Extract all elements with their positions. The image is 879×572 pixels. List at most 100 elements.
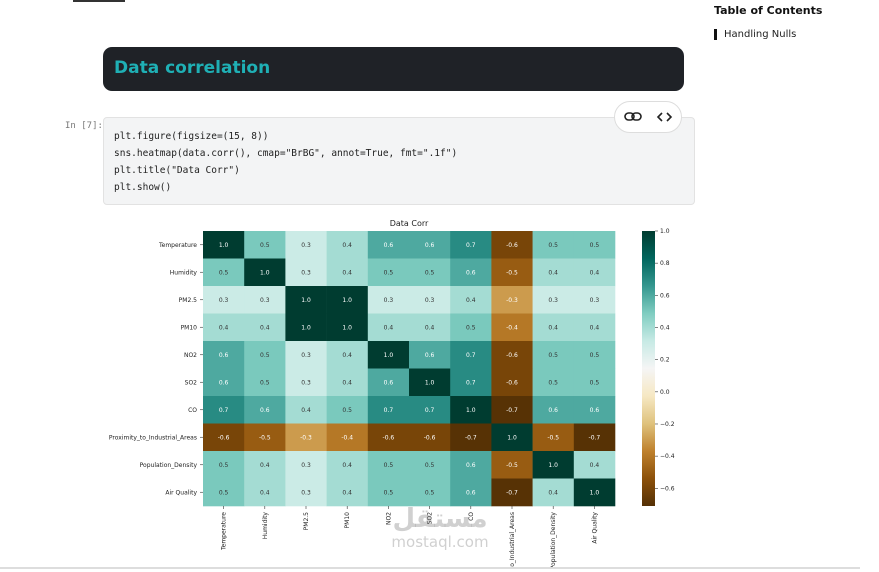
heatmap-cell — [532, 258, 575, 287]
cell-label: -0.5 — [547, 434, 559, 441]
cell-label: 0.7 — [384, 407, 394, 414]
cell-label: 0.6 — [260, 407, 270, 414]
heatmap-cell — [285, 451, 327, 479]
cell-label: 0.5 — [260, 379, 270, 386]
heatmap-cell — [450, 478, 492, 507]
cell-label: 0.4 — [342, 352, 352, 359]
heatmap-cell — [367, 368, 410, 397]
heatmap-cell — [367, 286, 410, 314]
cell-label: 0.4 — [590, 269, 600, 276]
code-button[interactable] — [656, 112, 673, 122]
cell-label: 0.5 — [590, 352, 600, 359]
heatmap-cell — [450, 423, 492, 452]
heatmap-cell — [573, 341, 616, 369]
heatmap-cell — [532, 423, 575, 452]
cell-label: -0.7 — [589, 434, 601, 441]
heatmap-cell — [244, 341, 286, 369]
cell-label: 0.6 — [548, 407, 558, 414]
column-label: Population_Density — [550, 512, 557, 567]
heatmap-cell — [573, 313, 616, 342]
heatmap-cell — [285, 231, 327, 259]
column-label: Humidity — [262, 512, 269, 540]
cell-label: 0.4 — [219, 324, 229, 331]
cell-label: 1.0 — [548, 462, 558, 469]
heatmap-cell — [409, 313, 451, 342]
heatmap-cell — [326, 341, 369, 369]
cell-label: 0.4 — [548, 324, 558, 331]
cell-label: 0.3 — [301, 462, 311, 469]
cell-label: 0.5 — [548, 379, 558, 386]
cell-label: 0.5 — [260, 352, 270, 359]
cell-label: 0.6 — [219, 379, 229, 386]
cell-label: 0.4 — [590, 462, 600, 469]
cell-label: -0.7 — [506, 407, 518, 414]
cell-label: 1.0 — [466, 407, 476, 414]
cell-label: 0.5 — [384, 489, 394, 496]
heatmap-cell — [367, 313, 410, 342]
heatmap-cell — [203, 423, 245, 452]
cell-label: 0.3 — [301, 352, 311, 359]
cell-label: 0.6 — [219, 352, 229, 359]
heatmap-cell — [409, 368, 451, 397]
heatmap-cell — [491, 258, 533, 287]
heatmap-cell — [491, 231, 533, 259]
cell-label: 0.4 — [425, 324, 435, 331]
cell-label: 1.0 — [507, 434, 517, 441]
heatmap-cell — [285, 258, 327, 287]
code-cell: plt.figure(figsize=(15, 8)) sns.heatmap(… — [103, 117, 695, 205]
link-button[interactable] — [624, 112, 642, 121]
heatmap-cell — [203, 286, 245, 314]
cell-label: 0.5 — [384, 462, 394, 469]
cell-toolbar — [614, 101, 682, 133]
heatmap-cell — [573, 396, 616, 424]
cell-label: 0.3 — [219, 297, 229, 304]
heatmap-cell — [450, 231, 492, 259]
cell-label: -0.5 — [506, 462, 518, 469]
toc-link[interactable]: Handling Nulls — [714, 29, 796, 40]
column-label: Air Quality — [591, 512, 598, 544]
column-label: NO2 — [385, 512, 392, 525]
heatmap-cell — [326, 313, 369, 342]
cell-label: 0.4 — [342, 242, 352, 249]
heatmap-cell — [573, 478, 616, 507]
cell-label: -0.7 — [465, 434, 477, 441]
heatmap-chart: Data Corr Temperature 1.0 0.5 0.3 0.4 0.6 0.6 0.… — [109, 219, 675, 567]
heatmap-cell — [244, 368, 286, 397]
cell-label: 0.4 — [466, 297, 476, 304]
heatmap-cell — [532, 478, 575, 507]
column-label: Proximity_to_Industrial_Areas — [509, 512, 516, 567]
cell-label: -0.5 — [259, 434, 271, 441]
heatmap-cell — [285, 478, 327, 507]
colorbar-label: −0.2 — [660, 421, 675, 428]
heatmap-cell — [409, 423, 451, 452]
heatmap-cell — [491, 313, 533, 342]
cell-label: 0.6 — [466, 269, 476, 276]
heatmap-cell — [450, 258, 492, 287]
cell-label: 0.3 — [590, 297, 600, 304]
cell-label: -0.7 — [506, 489, 518, 496]
heatmap-cell — [367, 423, 410, 452]
cell-label: 0.6 — [384, 242, 394, 249]
heatmap-cell — [203, 258, 245, 287]
heatmap-cell — [326, 478, 369, 507]
column-label: PM2.5 — [303, 512, 310, 531]
heatmap-cell — [491, 368, 533, 397]
heatmap-cell — [450, 286, 492, 314]
cell-label: 0.4 — [260, 462, 270, 469]
cell-label: 0.4 — [548, 269, 558, 276]
cell-label: 0.4 — [260, 489, 270, 496]
column-label: Temperature — [221, 512, 228, 551]
watermark-logo: مستقل — [392, 504, 488, 534]
row-label: Air Quality — [165, 489, 197, 496]
heatmap-cell — [573, 286, 616, 314]
heatmap-cell — [326, 396, 369, 424]
colorbar — [642, 231, 655, 506]
heatmap-cell — [450, 341, 492, 369]
cell-label: 0.7 — [219, 407, 229, 414]
cell-label: 0.5 — [342, 407, 352, 414]
heatmap-cell — [203, 478, 245, 507]
cell-label: 0.4 — [342, 269, 352, 276]
row-label: Humidity — [170, 269, 198, 276]
colorbar-label: −0.6 — [660, 485, 675, 492]
cell-label: 1.0 — [384, 352, 394, 359]
